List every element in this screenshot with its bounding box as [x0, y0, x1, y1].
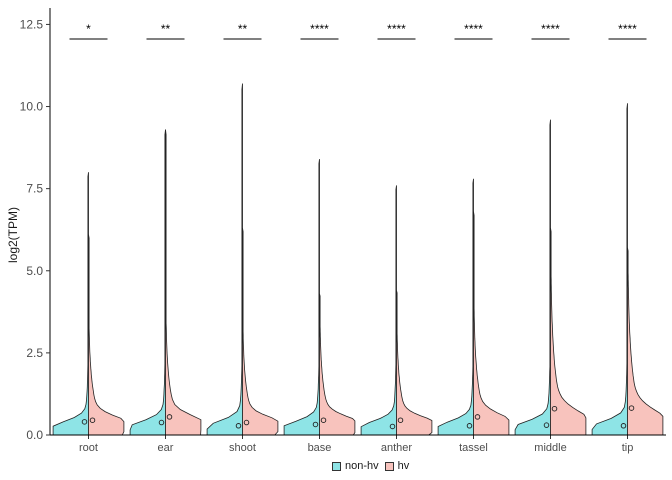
median-point-hv-tip [628, 405, 635, 411]
violin-hv-shoot [242, 228, 279, 436]
y-tick-label-7.5: 7.5 [26, 182, 43, 196]
significance-label-base: **** [310, 22, 329, 36]
significance-label-ear: ** [161, 22, 171, 36]
violin-hv-tip [627, 247, 664, 436]
median-point-non-hv-anther [389, 423, 396, 430]
legend-item-hv: hv [384, 460, 410, 472]
median-point-hv-anther [397, 417, 404, 423]
x-tick-label-anther: anther [381, 442, 413, 454]
median-point-non-hv-tassel [466, 423, 473, 429]
median-point-hv-root [89, 417, 96, 423]
violin-hv-anther [396, 290, 433, 436]
violin-non-hv-shoot [206, 83, 243, 436]
legend-label-non-hv: non-hv [345, 460, 379, 472]
median-point-non-hv-tip [620, 423, 627, 429]
median-point-non-hv-shoot [235, 423, 242, 429]
y-tick-label-2.5: 2.5 [26, 346, 43, 360]
significance-label-middle: **** [541, 22, 560, 36]
violin-hv-root [88, 234, 125, 436]
median-point-hv-tassel [474, 414, 481, 420]
median-point-non-hv-base [312, 421, 319, 428]
violin-non-hv-ear [129, 129, 166, 436]
violin-non-hv-root [52, 172, 89, 436]
y-tick-label-12.5: 12.5 [20, 17, 44, 31]
median-point-non-hv-ear [158, 419, 165, 426]
y-tick-label-5.0: 5.0 [26, 264, 43, 278]
median-point-hv-ear [166, 414, 173, 420]
x-tick-label-ear: ear [158, 442, 174, 454]
significance-label-root: * [86, 22, 91, 36]
median-point-hv-shoot [243, 419, 250, 426]
legend-swatch-hv [384, 461, 394, 471]
violin-hv-tassel [473, 211, 510, 436]
x-tick-label-tip: tip [622, 442, 634, 454]
x-tick-label-middle: middle [534, 442, 566, 454]
violin-non-hv-middle [514, 119, 551, 436]
violin-hv-middle [550, 228, 587, 436]
y-tick-label-0.0: 0.0 [26, 428, 43, 442]
median-point-non-hv-root [81, 419, 88, 425]
significance-label-tip: **** [618, 22, 637, 36]
significance-label-tassel: **** [464, 22, 483, 36]
median-point-hv-middle [551, 405, 558, 412]
violin-non-hv-anther [360, 185, 397, 436]
x-tick-label-shoot: shoot [229, 442, 256, 454]
y-tick-label-10.0: 10.0 [20, 100, 44, 114]
violin-non-hv-tassel [437, 178, 474, 436]
violin-non-hv-tip [591, 103, 628, 436]
median-point-hv-base [320, 417, 327, 423]
y-axis-label: log2(TPM) [6, 207, 20, 263]
legend-label-hv: hv [397, 460, 410, 472]
legend: non-hv hv [332, 460, 415, 472]
violin-hv-base [319, 293, 356, 436]
significance-label-shoot: ** [238, 22, 248, 36]
violin-non-hv-base [283, 159, 320, 436]
violin-hv-ear [165, 129, 202, 436]
x-tick-label-root: root [79, 442, 98, 454]
legend-swatch-non-hv [332, 461, 341, 471]
significance-label-anther: **** [387, 22, 406, 36]
median-point-non-hv-middle [543, 422, 550, 428]
legend-item-non-hv: non-hv [332, 460, 379, 472]
x-tick-label-base: base [308, 442, 332, 454]
x-tick-label-tassel: tassel [459, 442, 488, 454]
